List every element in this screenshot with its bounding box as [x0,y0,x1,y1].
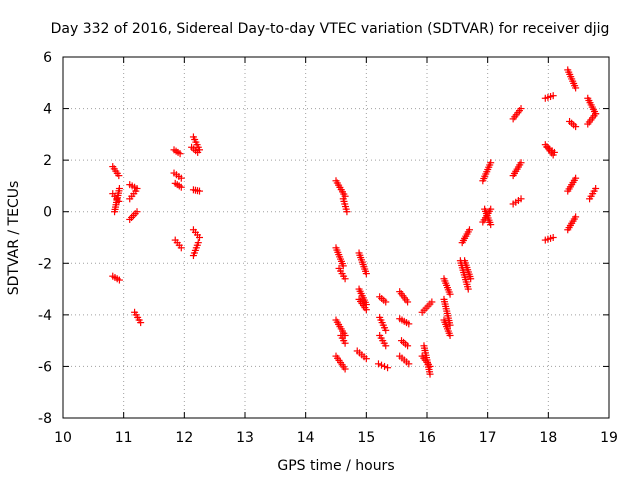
y-tick-label: -8 [38,411,52,427]
data-point [339,262,347,270]
data-point [382,342,390,350]
data-point [428,298,436,306]
x-tick-label: 17 [479,430,497,446]
plot-frame [62,56,610,419]
x-tick-label: 19 [600,430,618,446]
y-tick-label: -4 [38,308,52,324]
data-point [115,276,123,284]
data-point [572,174,580,182]
y-tick-label: -2 [38,256,52,272]
chart-title: Day 332 of 2016, Sidereal Day-to-day VTE… [51,21,610,37]
data-point [517,195,525,203]
y-tick-label: 4 [43,102,52,118]
data-point [343,208,351,216]
data-point [572,123,580,131]
data-point [517,159,525,167]
data-point [405,360,413,368]
data-point [133,208,141,216]
data-point [592,110,600,118]
y-axis-label: SDTVAR / TECUs [6,181,22,296]
x-tick-label: 16 [418,430,436,446]
data-point [341,365,349,373]
data-point [446,331,454,339]
data-point [194,148,202,156]
data-point [487,205,495,213]
data-point [426,362,434,370]
data-point [487,221,495,229]
x-tick-label: 12 [175,430,193,446]
x-tick-label: 15 [357,430,375,446]
x-tick-label: 18 [539,430,557,446]
x-tick-label: 13 [236,430,254,446]
x-tick-label: 10 [54,430,72,446]
data-point [426,370,434,378]
data-point [196,187,203,195]
data-point [487,159,495,167]
data-point [467,275,475,283]
data-point [362,355,370,363]
data-point [194,239,202,247]
data-point [374,360,382,368]
data-point [382,326,390,334]
data-point [549,92,557,100]
data-point [572,84,580,92]
y-tick-label: 0 [43,205,52,221]
data-point [550,148,558,156]
data-point [362,306,370,314]
y-tick-label: 6 [43,50,52,66]
data-point [177,183,185,191]
data-point [465,226,473,234]
data-point [132,187,140,195]
data-point [549,234,557,241]
gridlines [63,57,609,418]
data-point [517,105,525,113]
data-point [137,319,145,327]
data-point [405,320,413,328]
data-point [341,275,349,283]
data-point [404,342,412,350]
data-point [177,174,185,182]
data-point [446,290,454,298]
data-point [378,361,385,369]
y-tick-label: -6 [38,359,52,375]
x-tick-label: 11 [115,430,133,446]
data-point [404,298,412,306]
data-point [115,172,123,180]
x-tick-label: 14 [297,430,315,446]
data-point [196,234,203,241]
data-point [572,213,580,221]
data-point [382,298,390,306]
data-point [592,185,600,193]
x-axis-label: GPS time / hours [277,458,394,474]
data-point [176,150,184,158]
data-point [177,244,185,252]
data-point [362,270,370,278]
data-point [341,339,349,347]
data-point [464,285,472,293]
axis-ticks: 10 11 12 13 14 15 16 17 18 19 -8 -6 -4 -2 0 2 4 6 [38,50,618,446]
data-point [446,321,454,329]
y-tick-label: 2 [43,153,52,169]
data-points [109,66,600,378]
data-point [115,185,123,193]
data-point [384,364,392,372]
data-point [381,362,389,370]
